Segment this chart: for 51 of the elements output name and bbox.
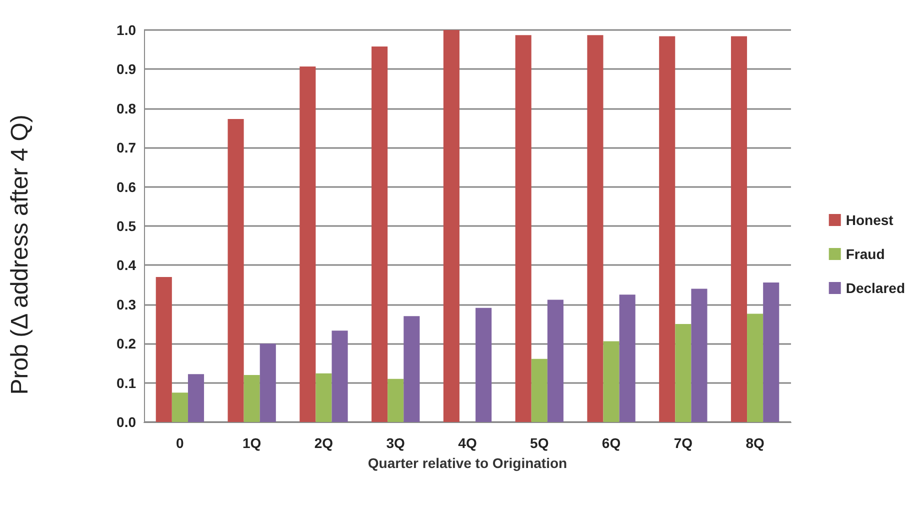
bar xyxy=(531,358,548,422)
bar xyxy=(188,374,204,422)
y-axis-title: Prob (Δ address after 4 Q) xyxy=(6,114,34,395)
y-tick-label: 0.1 xyxy=(116,374,136,391)
y-tick-label: 0.9 xyxy=(116,61,136,78)
x-axis-title: Quarter relative to Origination xyxy=(368,455,568,471)
bar xyxy=(443,30,460,422)
bar xyxy=(547,300,564,422)
y-tick-label: 0.5 xyxy=(116,218,136,234)
bar xyxy=(404,316,420,422)
bar xyxy=(619,294,636,422)
y-tick-label: 0.8 xyxy=(116,100,136,116)
legend-label: Honest xyxy=(846,212,894,228)
bar xyxy=(587,35,604,422)
x-tick-label: 6Q xyxy=(602,435,621,451)
y-tick-label: 0.0 xyxy=(116,414,136,430)
bar xyxy=(372,46,388,422)
bar xyxy=(300,66,316,422)
y-tick-label: 0.6 xyxy=(116,178,136,195)
bar xyxy=(763,282,780,422)
bar xyxy=(332,330,348,422)
bar xyxy=(388,378,404,422)
y-tick-label: 1.0 xyxy=(116,22,136,38)
bar xyxy=(730,36,748,422)
legend-label: Declared xyxy=(846,280,906,296)
x-tick-label: 0 xyxy=(176,435,184,451)
bar xyxy=(316,373,332,422)
x-tick-label: 4Q xyxy=(458,435,477,451)
y-tick-label: 0.3 xyxy=(116,296,136,312)
x-tick-label: 1Q xyxy=(242,435,262,451)
bar xyxy=(691,288,708,422)
x-tick-label: 5Q xyxy=(530,435,549,451)
x-tick-label: 8Q xyxy=(746,435,764,451)
bar xyxy=(476,308,492,422)
x-tick-label: 3Q xyxy=(386,435,406,451)
bar xyxy=(260,344,276,422)
bar xyxy=(603,341,620,422)
y-tick-label: 0.4 xyxy=(116,257,136,274)
x-tick-label: 7Q xyxy=(674,435,693,451)
legend-label: Fraud xyxy=(846,246,885,262)
bar xyxy=(228,118,244,422)
bar xyxy=(747,314,764,422)
x-tick-label: 2Q xyxy=(314,435,334,451)
bar xyxy=(675,324,692,422)
bar xyxy=(515,35,532,422)
bar xyxy=(659,36,676,422)
y-tick-label: 0.7 xyxy=(116,140,136,156)
bar xyxy=(172,392,188,422)
y-tick-label: 0.2 xyxy=(116,336,136,352)
bar xyxy=(156,276,172,422)
bar xyxy=(244,374,260,422)
